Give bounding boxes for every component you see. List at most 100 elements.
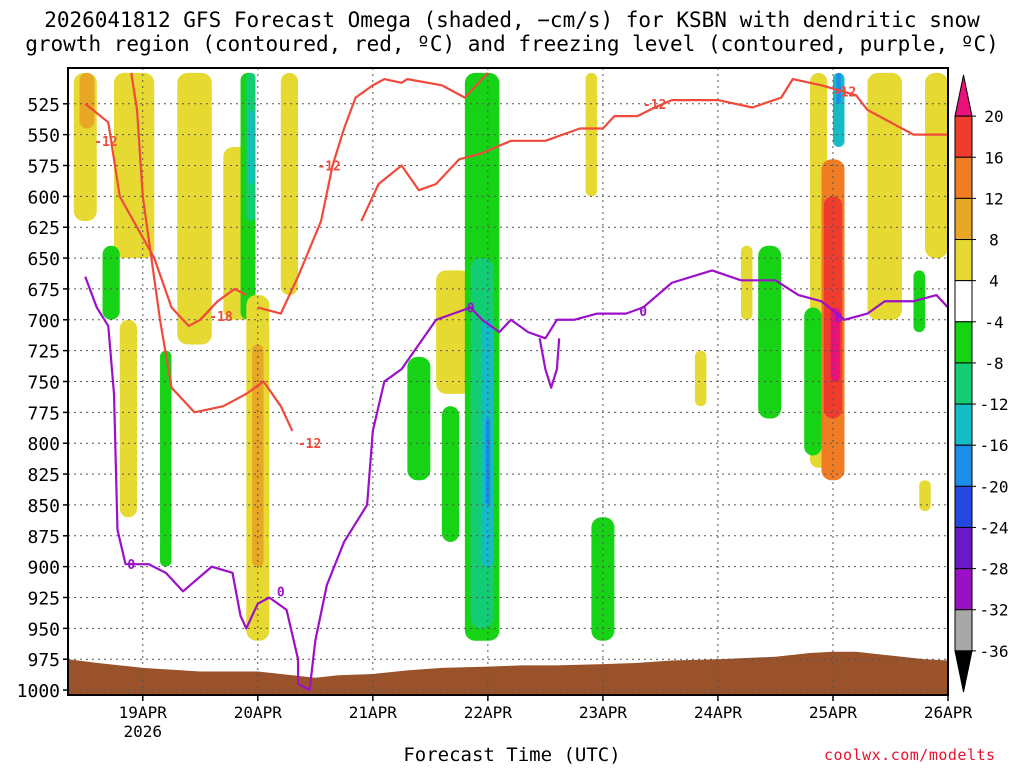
colorbar-label-7: -12 xyxy=(980,395,1009,414)
y-tick-label-825: 825 xyxy=(27,465,60,486)
omega-yellow-20apr-c xyxy=(280,72,299,296)
colorbar-bin-11 xyxy=(954,526,973,570)
colorbar-label-6: -8 xyxy=(984,354,1003,373)
colorbar-label-5: -4 xyxy=(984,313,1003,332)
x-tick-label-25APR: 25APR xyxy=(809,703,858,722)
colorbar-label-4: 4 xyxy=(989,272,999,291)
colorbar-bin-7 xyxy=(954,362,973,405)
colorbar-bin-9 xyxy=(954,444,973,487)
colorbar-label-0: 20 xyxy=(984,107,1003,126)
chart-title-line-2: growth region (contoured, red, ºC) and f… xyxy=(25,32,999,56)
contour-label-8: 0 xyxy=(467,301,475,316)
contour-freezing-loop xyxy=(538,338,561,389)
x-tick-label-26APR: 26APR xyxy=(924,703,973,722)
grid-lines xyxy=(68,68,949,695)
y-tick-label-650: 650 xyxy=(27,249,60,270)
colorbar-bin-4 xyxy=(954,239,973,282)
omega-yellow-24apr-b xyxy=(740,245,753,320)
contour-label-7: 0 xyxy=(277,585,285,600)
omega-yellow-19apr-b xyxy=(177,72,212,345)
colorbar: 20 16 12 8 4 -4 -8 -12 -16 -20 -24 -28 -32 -36 xyxy=(954,74,1009,693)
colorbar-label-1: 16 xyxy=(984,148,1003,167)
colorbar-bin-1 xyxy=(954,115,973,158)
y-tick-label-1000: 1000 xyxy=(17,681,60,702)
colorbar-bin-0 xyxy=(954,74,973,117)
omega-green-21apr-a xyxy=(407,356,431,481)
y-tick-label-850: 850 xyxy=(27,496,60,517)
omega-shading xyxy=(73,72,948,641)
contour-label-10: 0 xyxy=(835,311,843,326)
omega-yellow-22apr-a xyxy=(436,270,471,394)
colorbar-bin-13 xyxy=(954,609,973,652)
colorbar-label-9: -20 xyxy=(980,477,1009,496)
contour-label-9: 0 xyxy=(639,305,647,320)
x-tick-label-19APR: 19APR xyxy=(119,703,168,722)
omega-cyan-20apr xyxy=(248,109,255,185)
y-tick-label-900: 900 xyxy=(27,558,60,579)
contour-label-4: -12 xyxy=(643,98,666,113)
colorbar-bin-5 xyxy=(954,280,973,323)
y-tick-label-975: 975 xyxy=(27,650,60,671)
x-tick-label-20APR: 20APR xyxy=(234,703,283,722)
y-tick-label-725: 725 xyxy=(27,342,60,363)
colorbar-bin-3 xyxy=(954,197,973,241)
colorbar-label-11: -28 xyxy=(980,560,1009,579)
y-tick-label-625: 625 xyxy=(27,218,60,239)
y-tick-label-875: 875 xyxy=(27,527,60,548)
contour-dendritic-upper-2 xyxy=(199,287,247,321)
y-tick-label-775: 775 xyxy=(27,403,60,424)
omega-blue-22apr xyxy=(485,418,491,505)
omega-yellow-24apr xyxy=(694,350,707,407)
y-tick-label-750: 750 xyxy=(27,373,60,394)
contour-label-1: -12 xyxy=(317,160,340,175)
omega-green-19apr-b xyxy=(160,350,172,567)
omega-blue-25apr xyxy=(836,72,842,104)
y-tick-label-550: 550 xyxy=(27,126,60,147)
y-tick-label-600: 600 xyxy=(27,187,60,208)
contour-label-3: -18 xyxy=(209,310,233,325)
colorbar-bin-6 xyxy=(954,321,973,364)
omega-yellow-26apr xyxy=(924,72,948,259)
colorbar-label-2: 12 xyxy=(984,189,1003,208)
contour-dendritic-loop xyxy=(257,72,489,315)
contour-dendritic-mid xyxy=(130,72,294,432)
contour-dendritic-upper-right xyxy=(360,78,948,222)
contour-labels: -12 -12 -12 -18 -12 -12 0 0 0 0 0 xyxy=(94,85,856,600)
y-axis: 525 550 575 600 625 650 675 700 725 750 775 800 825 8… xyxy=(17,95,68,702)
omega-green-24apr xyxy=(758,245,782,419)
surface-layer xyxy=(68,651,948,695)
y-tick-label-675: 675 xyxy=(27,280,60,301)
y-tick-label-575: 575 xyxy=(27,157,60,178)
colorbar-bin-8 xyxy=(954,403,973,446)
colorbar-bin-2 xyxy=(954,156,973,199)
omega-yellow-25apr-c xyxy=(919,480,931,512)
colorbar-label-8: -16 xyxy=(980,436,1009,455)
omega-orange-20apr xyxy=(252,344,264,567)
y-tick-label-525: 525 xyxy=(27,95,60,116)
colorbar-bin-12 xyxy=(954,568,973,611)
omega-green-25apr-b xyxy=(913,270,925,333)
x-tick-label-23APR: 23APR xyxy=(579,703,628,722)
contour-freezing-level xyxy=(84,269,948,692)
colorbar-label-12: -32 xyxy=(980,601,1009,620)
x-tick-label-22APR: 22APR xyxy=(464,703,513,722)
x-tick-label-24APR: 24APR xyxy=(694,703,743,722)
y-tick-label-800: 800 xyxy=(27,434,60,455)
omega-yellow-19apr-low xyxy=(119,319,138,518)
omega-green-21apr-b xyxy=(441,406,460,542)
x-axis-title: Forecast Time (UTC) xyxy=(403,744,621,766)
contour-label-2: -12 xyxy=(298,437,321,452)
y-tick-label-950: 950 xyxy=(27,619,60,640)
omega-red-25apr xyxy=(823,196,843,419)
contour-label-0: -12 xyxy=(94,135,117,150)
credit-link[interactable]: coolwx.com/modelts xyxy=(824,746,996,764)
contour-label-6: 0 xyxy=(127,558,135,573)
chart-title-line-1: 2026041812 GFS Forecast Omega (shaded, −… xyxy=(44,8,980,32)
colorbar-label-3: 8 xyxy=(989,231,999,250)
x-tick-sublabel: 2026 xyxy=(124,722,163,741)
colorbar-bin-10 xyxy=(954,485,973,528)
y-tick-label-925: 925 xyxy=(27,588,60,609)
y-tick-label-700: 700 xyxy=(27,311,60,332)
